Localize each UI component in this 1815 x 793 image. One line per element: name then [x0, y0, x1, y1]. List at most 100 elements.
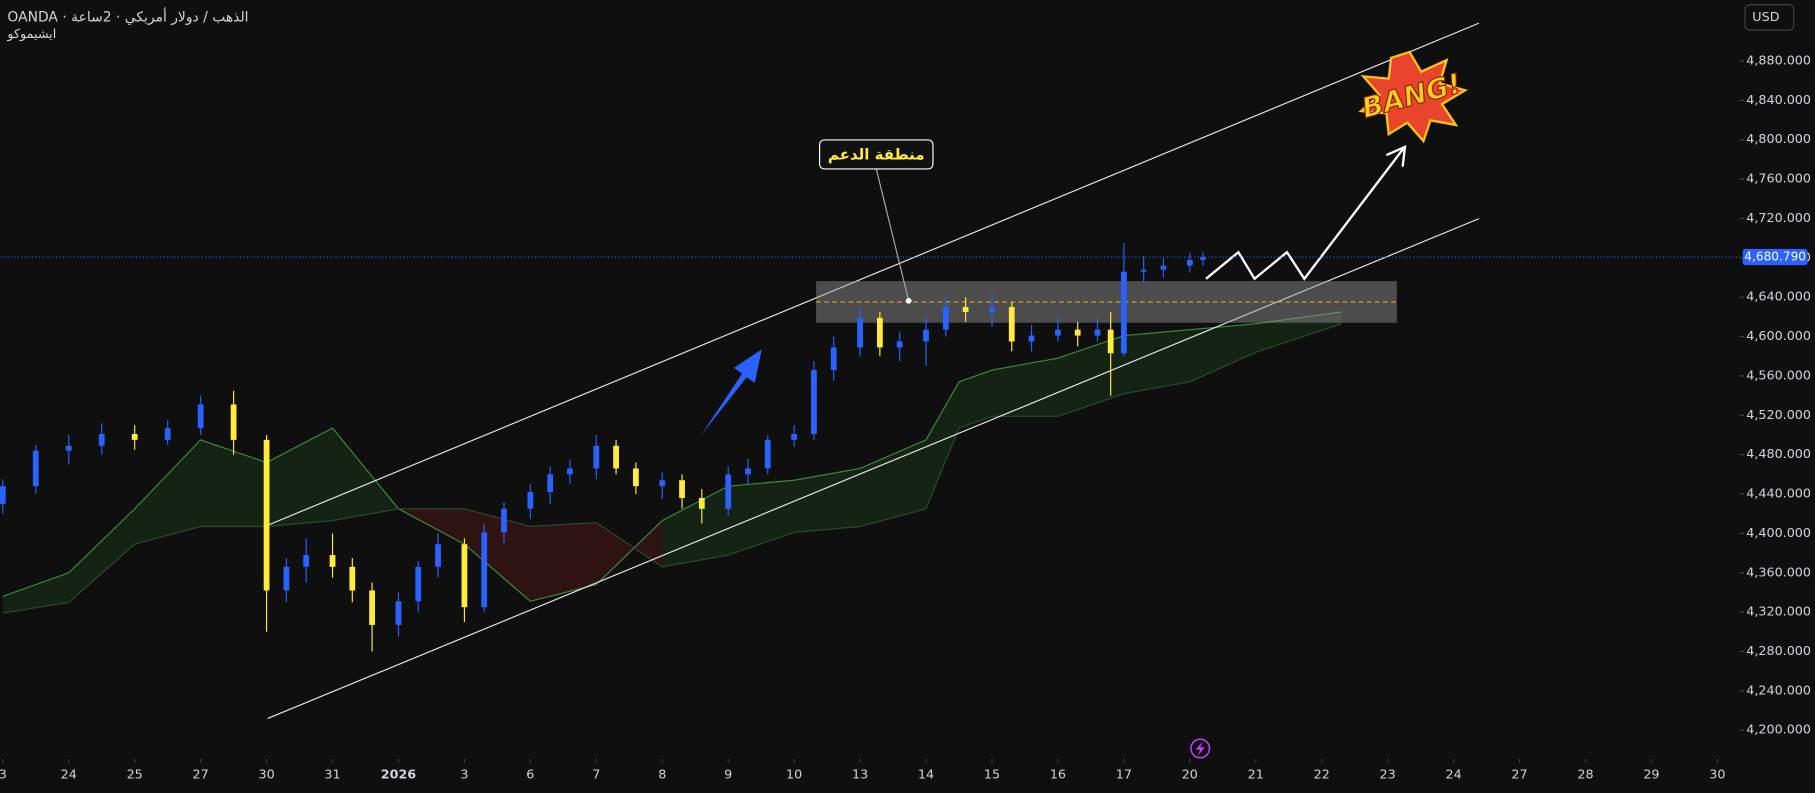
candle-body — [527, 492, 534, 509]
candle-body — [547, 474, 554, 493]
cloud-fill — [728, 480, 795, 556]
candle-body — [263, 439, 270, 591]
x-tick-label: 14 — [918, 767, 934, 782]
trend-arrow — [700, 349, 762, 437]
cloud-fill — [1057, 335, 1124, 417]
candle-body — [329, 555, 336, 567]
candle-body — [659, 480, 666, 487]
y-tick-label: 4,240.000 — [1746, 682, 1811, 697]
candle-body — [230, 404, 237, 440]
candle-body — [764, 439, 771, 469]
indicator-name: ايشيموكو — [6, 26, 56, 42]
candle-body — [303, 555, 310, 567]
candle-body — [461, 544, 468, 608]
x-tick-label: 9 — [724, 767, 732, 782]
y-tick-label: 4,760.000 — [1746, 171, 1811, 186]
candle-body — [98, 433, 105, 446]
x-tick-label: 2026 — [381, 767, 417, 782]
x-tick-label: 10 — [786, 767, 802, 782]
x-tick-label: 29 — [1643, 767, 1659, 782]
candle-body — [791, 433, 798, 440]
candle-body — [632, 468, 639, 487]
cloud-fill — [1255, 311, 1342, 353]
x-tick-label: 3 — [0, 767, 7, 782]
cloud-span-b — [2, 323, 1342, 614]
y-tick-label: 4,440.000 — [1746, 486, 1811, 501]
candle-body — [923, 329, 929, 342]
currency-label[interactable]: USD — [1752, 9, 1779, 24]
x-tick-label: 23 — [1380, 767, 1396, 782]
x-tick-label: 17 — [1116, 767, 1132, 782]
x-tick-label: 15 — [984, 767, 1000, 782]
candle-body — [65, 445, 72, 451]
candle-body — [0, 486, 6, 504]
cloud-fill — [530, 522, 597, 602]
currency-button[interactable] — [1744, 4, 1795, 31]
candle-body — [613, 445, 619, 469]
x-tick-label: 7 — [592, 767, 600, 782]
candle-body — [876, 317, 883, 348]
y-tick-label: 4,800.000 — [1746, 131, 1811, 146]
candle-body — [811, 370, 817, 434]
candle-body — [857, 317, 863, 348]
y-tick-label: 4,280.000 — [1746, 643, 1811, 658]
cloud-fill — [926, 381, 960, 509]
candle-body — [1055, 329, 1061, 336]
x-tick-label: 25 — [127, 767, 143, 782]
x-tick-label: 27 — [1511, 767, 1527, 782]
cloud-layer — [2, 311, 1342, 614]
candle-body — [567, 468, 573, 475]
candle-body — [1200, 257, 1206, 260]
candle-body — [349, 566, 356, 591]
callout-dot — [905, 297, 912, 304]
last-price-box — [1742, 248, 1808, 266]
candle-body — [1120, 271, 1127, 354]
x-tick-label: 8 — [658, 767, 666, 782]
x-tick-label: 3 — [460, 767, 468, 782]
symbol-title: OANDA · الذهب / دولار أمريكي · 2ساعة — [7, 7, 248, 25]
candle-body — [164, 428, 171, 440]
candle-body — [1074, 329, 1081, 336]
candle-body — [942, 307, 949, 330]
x-tick-label: 24 — [1445, 767, 1461, 782]
candle-body — [679, 480, 685, 498]
candle-body — [593, 445, 600, 469]
candle-body — [501, 508, 507, 533]
y-tick-label: 4,480.000 — [1746, 446, 1811, 461]
sticker-burst — [1358, 50, 1469, 144]
candle-body — [962, 307, 969, 312]
candle-body — [1028, 335, 1035, 342]
candle-body — [395, 601, 402, 625]
callout-line — [875, 168, 910, 301]
candle-body — [1107, 329, 1114, 354]
cloud-fill — [1123, 329, 1190, 394]
callout-box — [818, 139, 934, 170]
support-zone — [816, 281, 1397, 323]
y-tick-label: 4,720.000 — [1746, 210, 1811, 225]
candle-body — [283, 566, 290, 591]
x-tick-label: 30 — [258, 767, 274, 782]
cloud-fill — [332, 428, 399, 521]
y-tick-label: 4,200.000 — [1746, 722, 1811, 737]
candle-body — [1186, 259, 1193, 266]
cloud-fill — [662, 486, 729, 567]
cloud-fill — [2, 572, 69, 614]
x-tick-label: 22 — [1314, 767, 1330, 782]
channel-upper — [267, 22, 1480, 526]
candle-body — [131, 433, 138, 440]
cloud-fill — [464, 508, 531, 602]
candle-body — [1160, 265, 1167, 270]
replay-icon-bolt[interactable] — [1195, 741, 1205, 756]
x-tick-label: 16 — [1050, 767, 1066, 782]
candle-body — [369, 590, 375, 625]
x-tick-label: 21 — [1248, 767, 1264, 782]
cloud-fill — [1189, 323, 1256, 382]
y-tick-label: 4,360.000 — [1746, 564, 1811, 579]
candle-body — [481, 532, 488, 608]
candle-body — [989, 307, 995, 312]
x-tick-label: 6 — [526, 767, 534, 782]
replay-icon[interactable] — [1190, 738, 1211, 759]
y-tick-label: 4,880.000 — [1746, 53, 1811, 68]
cloud-fill — [134, 439, 201, 545]
